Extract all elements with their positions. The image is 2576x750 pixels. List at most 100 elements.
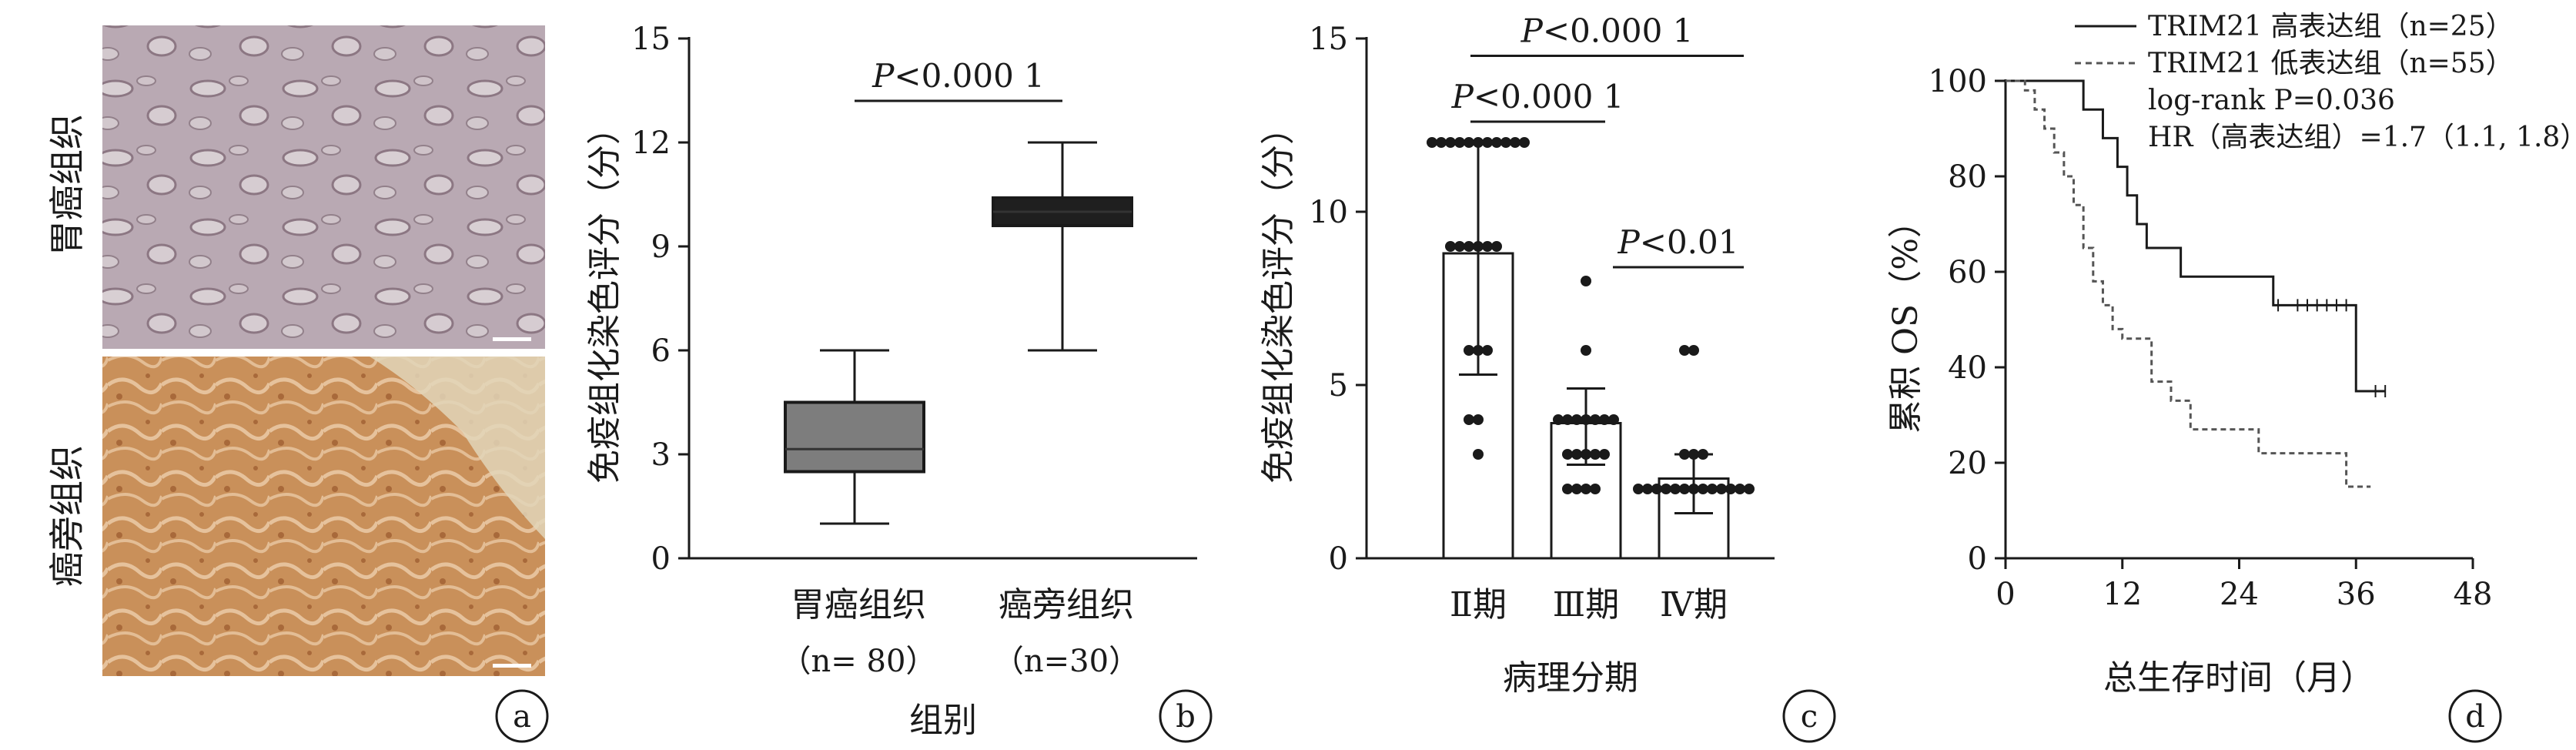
x-tick-sublabel: （n=30） [993, 644, 1139, 679]
panel-d: 0 20 40 60 80 100 0 12 24 36 48 TRIM21 高表达组（n=25） … [1886, 11, 2576, 743]
panel-label-circle-d [2448, 689, 2502, 743]
data-point [1688, 449, 1699, 460]
y-tick-label: 0 [1329, 541, 1348, 577]
data-point [1464, 241, 1474, 252]
data-point [1599, 414, 1610, 425]
panel-label-b: b [1176, 699, 1196, 735]
data-point [1464, 414, 1474, 425]
x-tick-label: 0 [1996, 577, 2015, 612]
y-tick-label: 9 [651, 229, 671, 265]
data-point [1661, 484, 1671, 494]
data-point [1482, 241, 1493, 252]
data-point [1436, 137, 1447, 148]
x-tick-label: Ⅳ期 [1660, 585, 1728, 624]
data-point [1744, 484, 1755, 494]
data-point [1608, 414, 1619, 425]
x-tick-sublabel: （n= 80） [781, 644, 937, 679]
y-tick-label: 100 [1929, 64, 1987, 99]
data-point [1581, 484, 1591, 494]
data-point [1473, 449, 1484, 460]
data-point [1581, 345, 1591, 356]
label-cancer-tissue: 胃癌组织 [46, 114, 88, 256]
y-ticks: 0 3 6 9 12 15 [631, 22, 689, 577]
data-point [1698, 449, 1708, 460]
x-tick-label: 癌旁组织 [999, 585, 1134, 624]
micrograph-cancer [102, 25, 545, 349]
data-point [1519, 137, 1530, 148]
data-point [1454, 241, 1465, 252]
x-tick-label: 36 [2337, 577, 2376, 612]
sig-label: P<0.000 1 [1521, 12, 1694, 50]
x-tick-label: Ⅲ期 [1553, 585, 1619, 624]
data-point [1633, 484, 1644, 494]
significance-annotations: P<0.000 1 P<0.000 1 P<0.01 [1451, 12, 1744, 269]
sig-label: P<0.01 [1618, 223, 1739, 261]
panel-a: 胃癌组织 癌旁组织 a [46, 25, 549, 743]
y-tick-label: 20 [1948, 446, 1987, 481]
axis-ticks: 0 20 40 60 80 100 0 12 24 36 48 [1929, 64, 2493, 612]
data-point [1562, 449, 1573, 460]
legend-low: TRIM21 低表达组（n=55） [2148, 48, 2514, 79]
data-point [1651, 484, 1662, 494]
bars: Ⅱ期 Ⅲ期 Ⅳ期 [1427, 137, 1755, 624]
legend: TRIM21 高表达组（n=25） TRIM21 低表达组（n=55） log-… [2075, 11, 2576, 153]
scale-bar-top [493, 337, 531, 341]
legend-high: TRIM21 高表达组（n=25） [2148, 11, 2514, 42]
x-tick-label: 24 [2220, 577, 2259, 612]
x-axis-label: 组别 [909, 701, 977, 740]
data-point [1553, 414, 1564, 425]
panel-label-c: c [1801, 699, 1818, 735]
data-point [1581, 276, 1591, 286]
y-tick-label: 0 [651, 541, 671, 577]
survival-curves [2006, 79, 2387, 488]
x-axis-label: 总生存时间（月） [2103, 658, 2374, 698]
data-point [1571, 414, 1582, 425]
y-axis-label: 免疫组化染色评分（分） [1259, 111, 1298, 484]
data-point [1679, 484, 1690, 494]
data-point [1491, 137, 1502, 148]
data-point [1482, 345, 1493, 356]
data-point [1599, 449, 1610, 460]
y-axis-label: 累积 OS（%） [1886, 204, 1925, 434]
logrank-p: log-rank P=0.036 [2148, 85, 2395, 116]
data-point [1473, 414, 1484, 425]
y-ticks: 0 5 10 15 [1309, 22, 1367, 577]
data-point [1590, 484, 1601, 494]
data-point [1445, 137, 1456, 148]
data-point [1464, 137, 1474, 148]
y-tick-label: 6 [651, 333, 671, 369]
data-point [1688, 345, 1699, 356]
data-point [1679, 345, 1690, 356]
data-point [1473, 241, 1484, 252]
y-axis-label: 免疫组化染色评分（分） [585, 111, 624, 484]
data-point [1491, 241, 1502, 252]
x-tick-label: Ⅱ期 [1450, 585, 1507, 624]
data-point [1473, 345, 1484, 356]
box [784, 400, 925, 474]
data-point [1679, 449, 1690, 460]
data-point [1581, 449, 1591, 460]
data-point [1670, 484, 1681, 494]
panel-label-a: a [513, 699, 531, 735]
y-tick-label: 10 [1309, 195, 1348, 230]
data-point [1427, 137, 1437, 148]
y-tick-label: 5 [1329, 368, 1348, 403]
data-point [1735, 484, 1745, 494]
data-point [1590, 449, 1601, 460]
data-point [1464, 345, 1474, 356]
data-point [1445, 241, 1456, 252]
scale-bar-bottom [493, 664, 531, 668]
x-tick-label: 12 [2103, 577, 2142, 612]
curve-high-expression [2006, 79, 2386, 393]
significance-annotations: P<0.000 1 [855, 57, 1062, 102]
data-point [1500, 137, 1511, 148]
data-point [1590, 414, 1601, 425]
data-point [1698, 484, 1708, 494]
x-axis-label: 病理分期 [1503, 658, 1638, 698]
y-tick-label: 15 [1309, 22, 1348, 57]
data-point [1571, 484, 1582, 494]
curve-low-expression [2006, 79, 2371, 488]
y-tick-label: 3 [651, 437, 671, 473]
data-point [1510, 137, 1521, 148]
